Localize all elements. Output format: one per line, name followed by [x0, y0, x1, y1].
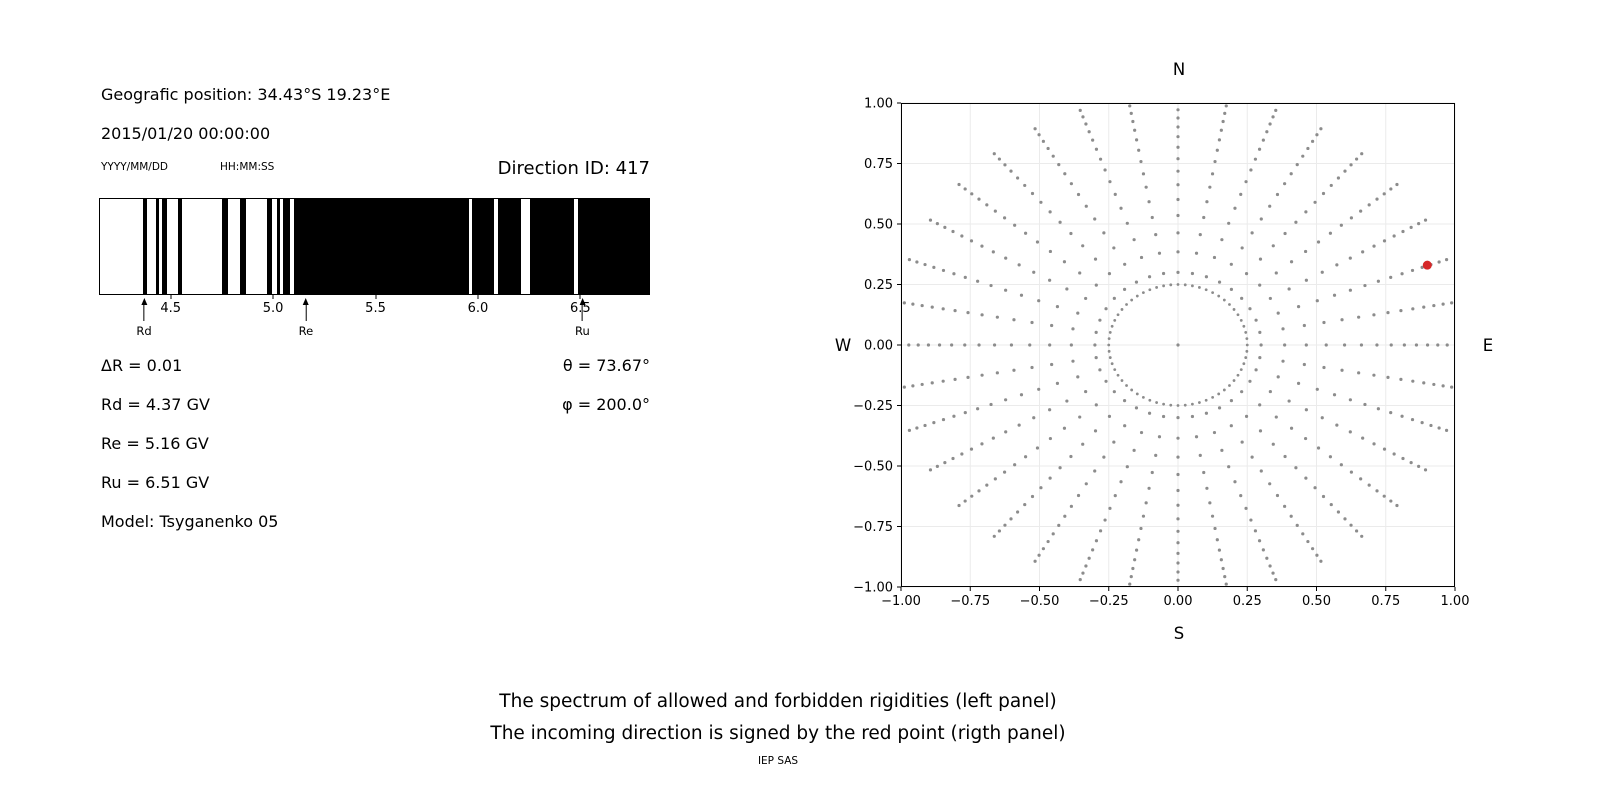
theta-value: θ = 73.67° — [562, 356, 650, 375]
x-tick-label: −0.75 — [950, 594, 990, 609]
compass-label-west: W — [834, 336, 852, 355]
geographic-position: Geografic position: 34.43°S 19.23°E — [101, 85, 391, 104]
rd-value: Rd = 4.37 GV — [101, 395, 210, 414]
cutoff-marker-label: Rd — [136, 324, 152, 338]
y-tick-label: 0.75 — [864, 157, 893, 172]
x-tick-label: −1.00 — [881, 594, 921, 609]
forbidden-band — [221, 199, 229, 294]
compass-label-south: S — [1173, 624, 1185, 643]
spectrum-tick — [579, 295, 581, 299]
figure-caption: The spectrum of allowed and forbidden ri… — [0, 686, 1556, 767]
forbidden-band — [143, 199, 148, 294]
re-value: Re = 5.16 GV — [101, 434, 209, 453]
asymptotic-direction-dots — [901, 103, 1455, 587]
rigidity-spectrum-plot — [99, 198, 650, 295]
forbidden-bands-area — [100, 199, 649, 294]
up-arrow-icon — [141, 298, 148, 305]
y-tick-label: −1.00 — [853, 581, 893, 596]
plot-frame — [901, 103, 1455, 587]
caption-line-2: The incoming direction is signed by the … — [490, 723, 1066, 744]
spectrum-x-axis: 4.5 5.0 5.5 6.0 6.5 Rd Re Ru — [99, 295, 650, 355]
forbidden-band — [498, 199, 521, 294]
caption-line-1: The spectrum of allowed and forbidden ri… — [499, 691, 1057, 712]
x-tick-label: −0.25 — [1089, 594, 1129, 609]
credit-label: IEP SAS — [757, 755, 799, 767]
forbidden-band — [282, 199, 291, 294]
forbidden-band — [577, 199, 649, 294]
y-tick-label: 0.00 — [864, 339, 893, 354]
spectrum-tick-label: 6.5 — [570, 301, 591, 316]
forbidden-band — [471, 199, 494, 294]
spectrum-tick — [170, 295, 172, 299]
x-tick-label: 1.00 — [1441, 594, 1470, 609]
cutoff-marker-rd: Rd — [136, 298, 152, 338]
y-tick-label: −0.25 — [853, 399, 893, 414]
incoming-direction-plot: −1.00 −0.75 −0.50 −0.25 0.00 0.25 0.50 0.75 1.00… — [853, 97, 1469, 610]
x-tick-label: 0.00 — [1164, 594, 1193, 609]
forbidden-band — [276, 199, 280, 294]
cutoff-marker-re: Re — [298, 298, 314, 338]
date-format-label: YYYY/MM/DD — [101, 161, 169, 173]
spectrum-tick — [375, 295, 377, 299]
x-tick-label: 0.50 — [1302, 594, 1331, 609]
y-tick-label: 0.50 — [864, 218, 893, 233]
spectrum-tick-label: 4.5 — [160, 301, 182, 316]
ru-value: Ru = 6.51 GV — [101, 473, 210, 492]
forbidden-band — [178, 199, 183, 294]
model-label: Model: Tsyganenko 05 — [101, 512, 279, 531]
y-tick-label: 0.25 — [864, 278, 893, 293]
spectrum-tick-label: 5.5 — [365, 301, 386, 316]
datetime: 2015/01/20 00:00:00 — [101, 124, 271, 143]
y-tick-label: 1.00 — [864, 97, 893, 112]
x-tick-label: −0.50 — [1020, 594, 1060, 609]
arrow-stem — [305, 304, 307, 321]
y-tick-label: −0.50 — [853, 460, 893, 475]
arrow-stem — [143, 304, 145, 321]
x-tick-label: 0.75 — [1371, 594, 1400, 609]
up-arrow-icon — [302, 298, 309, 305]
spectrum-tick-label: 5.0 — [262, 301, 284, 316]
cutoff-marker-label: Ru — [575, 324, 590, 338]
red-point-incoming-direction — [1422, 260, 1432, 270]
up-arrow-icon — [579, 298, 586, 305]
direction-id: Direction ID: 417 — [497, 158, 650, 179]
forbidden-band — [155, 199, 159, 294]
forbidden-band — [266, 199, 273, 294]
forbidden-band — [530, 199, 574, 294]
spectrum-tick — [272, 295, 274, 299]
compass-label-east: E — [1482, 336, 1494, 355]
y-tick-label: −0.75 — [853, 520, 893, 535]
spectrum-tick — [477, 295, 479, 299]
phi-value: φ = 200.0° — [562, 395, 650, 414]
x-tick-label: 0.25 — [1233, 594, 1262, 609]
delta-r-value: ΔR = 0.01 — [101, 356, 183, 375]
spectrum-tick-label: 6.0 — [467, 301, 489, 316]
forbidden-band — [239, 199, 247, 294]
cutoff-marker-ru: Ru — [575, 298, 590, 338]
time-format-label: HH:MM:SS — [220, 161, 275, 173]
arrow-stem — [581, 304, 584, 321]
forbidden-band — [294, 199, 470, 294]
forbidden-band — [162, 199, 167, 294]
cutoff-marker-label: Re — [298, 324, 314, 338]
compass-label-north: N — [1172, 60, 1186, 79]
